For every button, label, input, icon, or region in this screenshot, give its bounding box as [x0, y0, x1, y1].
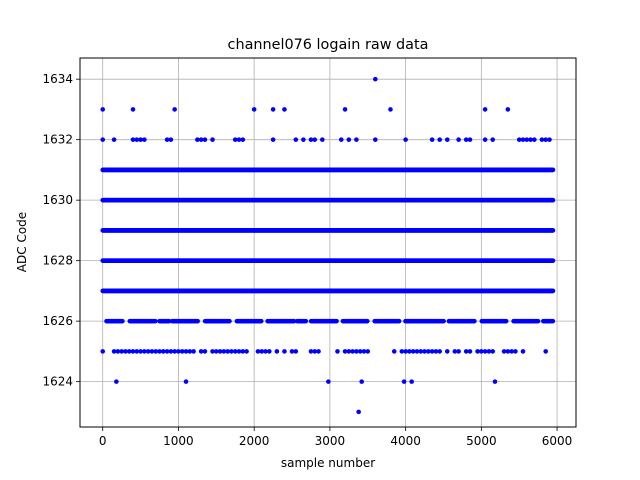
data-point [550, 197, 556, 203]
data-point [550, 167, 556, 173]
data-point [550, 228, 556, 233]
data-points [100, 76, 556, 415]
data-point [120, 318, 125, 324]
data-point [550, 288, 556, 294]
data-point [550, 258, 556, 263]
